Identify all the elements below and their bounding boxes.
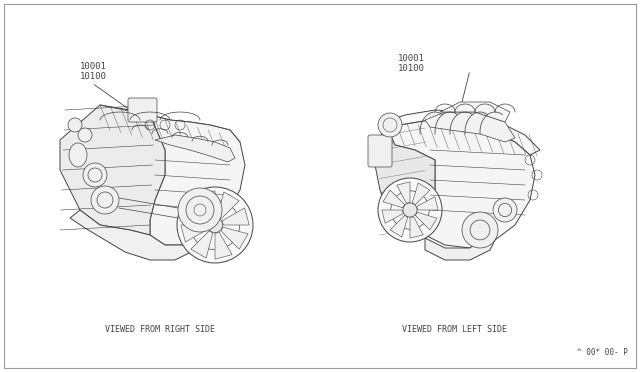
Polygon shape [215,232,232,259]
Polygon shape [198,191,215,218]
Polygon shape [412,183,430,205]
Circle shape [68,118,82,132]
Polygon shape [415,212,437,230]
Circle shape [378,178,442,242]
Polygon shape [425,112,515,142]
Circle shape [403,203,417,217]
Text: ^ 00* 00- P: ^ 00* 00- P [577,348,628,357]
Polygon shape [390,215,408,237]
Circle shape [91,186,119,214]
Polygon shape [60,105,165,235]
FancyBboxPatch shape [368,135,392,167]
Circle shape [378,113,402,137]
Polygon shape [440,102,510,122]
Circle shape [177,187,253,263]
Ellipse shape [69,143,87,167]
Polygon shape [221,227,248,249]
Polygon shape [397,182,410,203]
Polygon shape [382,210,403,223]
Polygon shape [383,190,404,208]
Circle shape [83,163,107,187]
Polygon shape [222,208,249,225]
FancyBboxPatch shape [128,98,157,122]
Polygon shape [410,217,423,238]
Polygon shape [181,225,208,242]
Polygon shape [217,192,239,219]
Polygon shape [380,120,535,248]
Polygon shape [385,110,540,155]
Text: 10001
10100: 10001 10100 [398,54,425,73]
Circle shape [178,188,222,232]
Polygon shape [182,201,209,223]
Polygon shape [191,231,213,258]
Circle shape [493,198,517,222]
Text: VIEWED FROM LEFT SIDE: VIEWED FROM LEFT SIDE [403,325,508,334]
Polygon shape [395,225,495,260]
Polygon shape [417,197,438,210]
Polygon shape [100,105,240,152]
Circle shape [78,128,92,142]
Polygon shape [155,135,235,162]
Text: VIEWED FROM RIGHT SIDE: VIEWED FROM RIGHT SIDE [105,325,215,334]
Polygon shape [375,122,435,235]
Text: 10001
10100: 10001 10100 [80,62,107,81]
Circle shape [462,212,498,248]
Circle shape [207,217,223,232]
Polygon shape [70,210,205,260]
Polygon shape [150,115,245,245]
